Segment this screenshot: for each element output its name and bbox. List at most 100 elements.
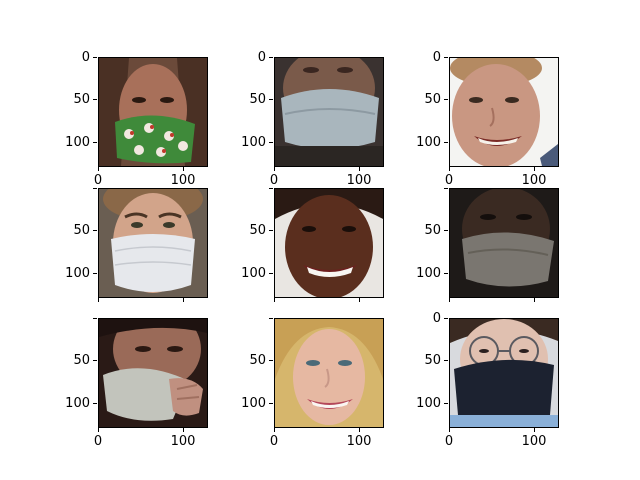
x-tick-label: 100 <box>521 434 547 449</box>
y-tick <box>269 360 273 361</box>
image-face-7 <box>98 318 208 428</box>
x-tick-label: 0 <box>269 434 279 449</box>
y-tick <box>93 142 97 143</box>
image-face-3 <box>449 57 559 167</box>
x-tick <box>98 298 99 302</box>
image-face-9 <box>449 318 559 428</box>
image-face-1 <box>98 57 208 167</box>
subplot-8: 50 100 0 100 <box>241 318 384 448</box>
x-tick-label: 100 <box>346 434 372 449</box>
x-tick <box>359 428 360 432</box>
y-tick <box>444 230 448 231</box>
y-tick <box>269 57 273 58</box>
subplot-2: 0 50 100 0 100 <box>241 51 384 187</box>
y-tick <box>93 57 97 58</box>
y-tick <box>93 403 97 404</box>
x-tick-label: 100 <box>346 173 372 188</box>
y-tick <box>444 360 448 361</box>
masked-face-7-image <box>99 319 207 427</box>
y-tick <box>269 273 273 274</box>
y-tick-label: 100 <box>241 396 266 411</box>
y-tick <box>93 99 97 100</box>
masked-face-2-image <box>275 58 383 166</box>
y-tick <box>269 403 273 404</box>
y-tick-label: 50 <box>424 92 441 107</box>
x-tick-label: 0 <box>93 434 103 449</box>
y-tick-label: 100 <box>241 135 266 150</box>
y-tick-label: 0 <box>81 50 90 65</box>
image-face-4 <box>98 188 208 298</box>
x-tick <box>449 167 450 171</box>
y-tick <box>93 230 97 231</box>
y-tick-label: 100 <box>416 135 441 150</box>
y-tick <box>269 142 273 143</box>
x-tick <box>359 298 360 302</box>
subplot-5: 50 100 <box>241 188 384 302</box>
x-tick <box>183 298 184 302</box>
x-tick <box>183 167 184 171</box>
x-tick <box>534 167 535 171</box>
y-tick-label: 100 <box>416 396 441 411</box>
y-tick <box>444 57 448 58</box>
x-tick <box>274 298 275 302</box>
y-tick <box>269 99 273 100</box>
face-8-image <box>275 319 383 427</box>
x-tick-label: 100 <box>521 173 547 188</box>
y-tick-label: 100 <box>416 266 441 281</box>
x-tick <box>274 167 275 171</box>
y-tick-label: 100 <box>241 266 266 281</box>
y-tick-label: 50 <box>249 92 266 107</box>
face-5-image <box>275 189 383 297</box>
y-tick <box>444 99 448 100</box>
y-tick-label: 50 <box>249 223 266 238</box>
y-tick <box>269 230 273 231</box>
x-tick <box>98 167 99 171</box>
x-tick <box>183 428 184 432</box>
x-tick-label: 0 <box>444 434 454 449</box>
image-face-5 <box>274 188 384 298</box>
face-3-image <box>450 58 558 166</box>
y-tick-label: 0 <box>432 50 441 65</box>
y-tick <box>93 360 97 361</box>
y-tick-label: 50 <box>73 353 90 368</box>
subplot-7: 50 100 0 100 <box>65 318 208 448</box>
y-tick-label: 0 <box>257 50 266 65</box>
y-tick-label: 50 <box>424 223 441 238</box>
y-tick <box>269 318 273 319</box>
y-tick <box>444 273 448 274</box>
y-tick-label: 100 <box>65 266 90 281</box>
y-tick <box>93 273 97 274</box>
image-face-8 <box>274 318 384 428</box>
y-tick <box>269 188 273 189</box>
y-tick <box>93 188 97 189</box>
x-tick-label: 100 <box>170 173 196 188</box>
y-tick-label: 0 <box>432 311 441 326</box>
masked-face-4-image <box>99 189 207 297</box>
x-tick <box>534 428 535 432</box>
x-tick <box>98 428 99 432</box>
image-face-2 <box>274 57 384 167</box>
y-tick <box>444 188 448 189</box>
y-tick-label: 100 <box>65 135 90 150</box>
y-tick-label: 50 <box>249 353 266 368</box>
y-tick <box>444 142 448 143</box>
masked-face-1-image <box>99 58 207 166</box>
y-tick <box>444 318 448 319</box>
x-tick <box>534 298 535 302</box>
x-tick-label: 0 <box>444 173 454 188</box>
y-tick <box>444 403 448 404</box>
subplot-4: 50 100 <box>65 188 208 302</box>
subplot-6: 50 100 <box>416 188 559 302</box>
y-tick-label: 50 <box>73 92 90 107</box>
x-tick <box>449 298 450 302</box>
y-tick-label: 50 <box>424 353 441 368</box>
masked-face-6-image <box>450 189 558 297</box>
y-tick <box>93 318 97 319</box>
subplot-9: 0 50 100 0 100 <box>416 312 559 448</box>
x-tick-label: 100 <box>170 434 196 449</box>
image-face-6 <box>449 188 559 298</box>
x-tick <box>274 428 275 432</box>
y-tick-label: 50 <box>73 223 90 238</box>
x-tick <box>359 167 360 171</box>
